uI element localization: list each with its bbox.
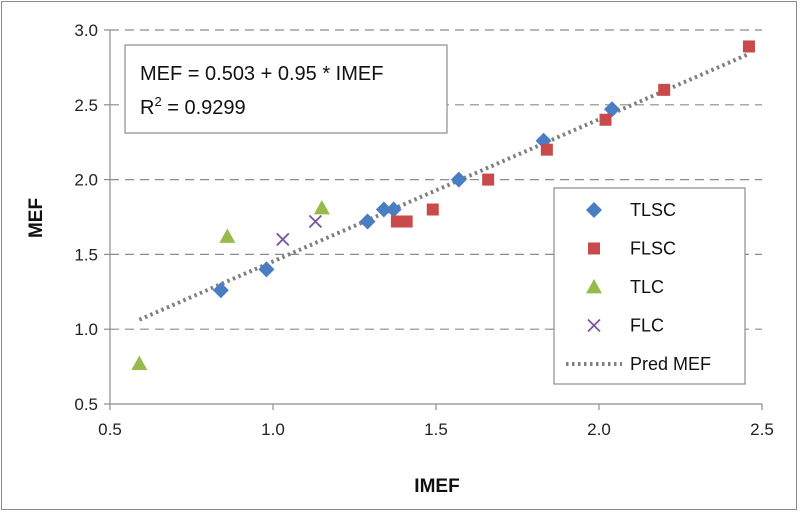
pred-mef-line — [138, 52, 750, 322]
x-axis-title: IMEF — [414, 476, 459, 497]
y-tick-label: 0.5 — [74, 395, 98, 414]
x-tick-labels: 0.5 1.0 1.5 2.0 2.5 — [98, 420, 774, 439]
y-tick-labels: 0.5 1.0 1.5 2.0 2.5 3.0 — [74, 21, 98, 414]
x-tick-label: 1.0 — [261, 420, 285, 439]
equation-box: MEF = 0.503 + 0.95 * IMEF R2 = 0.9299 — [124, 44, 448, 134]
r-squared-value: = 0.9299 — [162, 97, 246, 119]
legend-symbol-flsc — [588, 242, 600, 255]
legend-symbol-tlc — [586, 279, 602, 294]
legend-label-flc: FLC — [630, 316, 664, 336]
point-flsc-1 — [390, 215, 403, 228]
point-tlsc-2 — [258, 261, 275, 278]
point-flsc-3 — [426, 203, 439, 216]
legend-label-tlc: TLC — [630, 277, 664, 297]
x-tick-label: 0.5 — [98, 420, 122, 439]
point-flsc-2 — [400, 215, 413, 228]
legend-label-tlsc: TLSC — [630, 200, 676, 220]
point-flsc-8 — [742, 40, 755, 53]
legend-label-flsc: FLSC — [630, 239, 676, 259]
y-tick-label: 3.0 — [74, 21, 98, 40]
data-points — [131, 40, 755, 371]
point-tlc-1 — [131, 355, 148, 371]
x-tick-label: 2.5 — [750, 420, 774, 439]
legend-label-pred-mef: Pred MEF — [630, 354, 711, 374]
y-tick-label: 1.5 — [74, 245, 98, 264]
point-tlsc-1 — [212, 282, 229, 299]
y-tick-label: 2.0 — [74, 171, 98, 190]
x-tick-label: 2.0 — [587, 420, 611, 439]
point-flsc-6 — [599, 113, 612, 126]
y-axis-title: MEF — [26, 198, 47, 238]
point-flsc-7 — [658, 83, 671, 96]
legend-symbol-tlsc — [586, 202, 602, 218]
point-flsc-4 — [482, 173, 495, 186]
x-tick-label: 1.5 — [424, 420, 448, 439]
point-tlsc-8 — [604, 101, 621, 118]
point-tlsc-3 — [359, 213, 376, 230]
axes — [104, 29, 763, 410]
r-squared-prefix: R — [140, 97, 154, 119]
point-tlc-3 — [313, 200, 330, 215]
point-tlsc-5 — [385, 201, 402, 218]
r-squared-superscript: 2 — [154, 94, 161, 109]
point-flc-1 — [276, 232, 290, 247]
legend-symbol-flc — [587, 318, 601, 333]
y-tick-label: 2.5 — [74, 96, 98, 115]
point-tlsc-4 — [375, 201, 392, 218]
equation-text: MEF = 0.503 + 0.95 * IMEF — [140, 63, 383, 85]
legend: TLSC FLSC TLC FLC Pred MEF — [553, 187, 746, 385]
trend-line — [138, 52, 750, 322]
point-flsc-5 — [540, 143, 553, 156]
y-tick-label: 1.0 — [74, 320, 98, 339]
point-flc-2 — [308, 214, 323, 229]
point-tlc-2 — [219, 228, 236, 243]
point-tlsc-6 — [450, 171, 467, 188]
r-squared-text: R2 = 0.9299 — [140, 94, 246, 119]
